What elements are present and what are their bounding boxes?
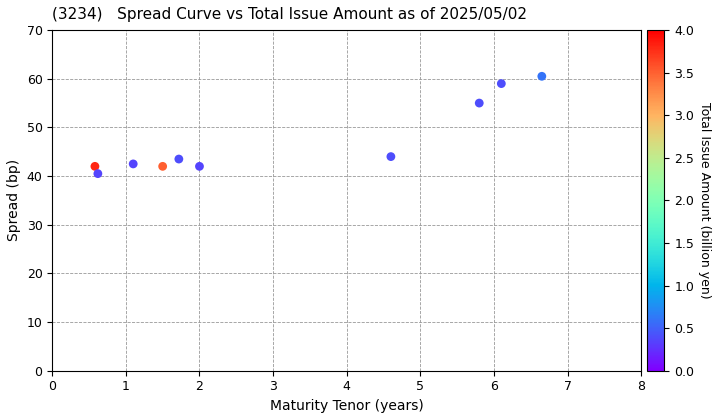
Point: [89, 163, 101, 170]
Point: [495, 80, 507, 87]
Point: [474, 100, 485, 106]
Point: [385, 153, 397, 160]
Point: [157, 163, 168, 170]
Point: [194, 163, 205, 170]
Y-axis label: Total Issue Amount (billion yen): Total Issue Amount (billion yen): [698, 102, 711, 299]
Point: [536, 73, 548, 80]
Point: [92, 170, 104, 177]
Point: [173, 156, 184, 163]
Y-axis label: Spread (bp): Spread (bp): [7, 159, 21, 242]
X-axis label: Maturity Tenor (years): Maturity Tenor (years): [270, 399, 423, 413]
Point: [127, 160, 139, 167]
Text: (3234)   Spread Curve vs Total Issue Amount as of 2025/05/02: (3234) Spread Curve vs Total Issue Amoun…: [53, 7, 527, 22]
